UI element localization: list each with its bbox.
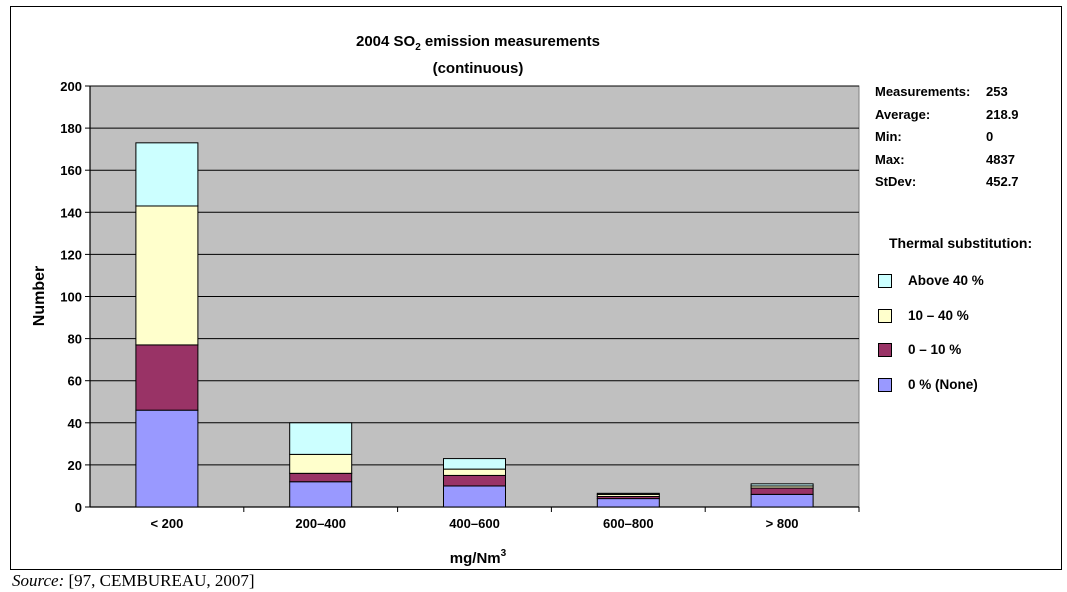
y-tick-label: 180 xyxy=(60,121,82,136)
stat-row: Min: 0 xyxy=(875,129,1045,152)
legend-item: Above 40 % xyxy=(878,273,1048,309)
bar-segment xyxy=(596,498,660,508)
legend-swatch xyxy=(878,343,892,357)
stat-row: StDev: 452.7 xyxy=(875,174,1045,197)
legend-item: 0 % (None) xyxy=(878,376,1048,413)
chart-title-line2: (continuous) xyxy=(433,60,524,77)
legend-title: Thermal substitution: xyxy=(889,235,1033,251)
legend-swatch xyxy=(878,274,892,288)
bar-segment xyxy=(750,483,814,487)
bar-segment xyxy=(289,422,353,455)
y-tick-label: 140 xyxy=(60,205,82,220)
stat-row: Measurements: 253 xyxy=(875,84,1045,107)
y-tick-label: 20 xyxy=(68,458,82,473)
stat-label: Average: xyxy=(875,106,931,122)
stat-value: 253 xyxy=(986,84,1008,99)
bar-segment xyxy=(289,453,353,474)
y-tick-label: 100 xyxy=(60,290,82,305)
stat-row: Average: 218.9 xyxy=(875,107,1045,130)
x-tick-label: < 200 xyxy=(150,516,183,531)
stat-label: Min: xyxy=(875,129,902,144)
x-axis-label: mg/Nm3 xyxy=(450,548,507,567)
stat-value: 0 xyxy=(986,129,994,144)
source-label: Source: xyxy=(12,571,65,590)
bar-segment xyxy=(750,487,814,495)
bar-segment xyxy=(289,481,353,508)
bar-segment xyxy=(443,474,506,487)
bar-segment xyxy=(135,409,199,508)
y-tick-label: 120 xyxy=(60,247,82,262)
legend-item: 10 – 40 % xyxy=(878,307,1048,344)
source-note: Source: [97, CEMBUREAU, 2007] xyxy=(12,571,255,591)
bar-segment xyxy=(289,472,353,483)
legend-item: 0 – 10 % xyxy=(878,342,1048,378)
y-tick-label: 80 xyxy=(68,332,82,347)
x-tick-label: 200–400 xyxy=(295,516,346,531)
chart-frame xyxy=(10,6,1062,570)
x-tick-label: > 800 xyxy=(766,516,799,531)
stat-value: 4837 xyxy=(986,151,1015,167)
bar-segment xyxy=(135,344,199,411)
legend-label: 10 – 40 % xyxy=(908,307,969,323)
bar-segment xyxy=(135,142,199,207)
x-tick-label: 400–600 xyxy=(449,516,500,531)
legend-swatch xyxy=(878,308,892,323)
bar-segment xyxy=(596,492,660,495)
y-axis-label: Number xyxy=(31,266,48,326)
y-tick-label: 160 xyxy=(60,163,82,178)
y-tick-label: 200 xyxy=(60,79,82,94)
stat-label: Max: xyxy=(875,151,905,167)
stat-value: 218.9 xyxy=(986,106,1019,122)
stat-label: StDev: xyxy=(875,174,917,189)
legend: Above 40 % 10 – 40 % 0 – 10 % 0 % (None) xyxy=(878,273,1048,413)
bar-segment xyxy=(135,205,199,346)
legend-label: 0 % (None) xyxy=(908,376,978,392)
source-text: [97, CEMBUREAU, 2007] xyxy=(64,571,255,590)
legend-label: Above 40 % xyxy=(908,273,984,288)
bar-segment xyxy=(443,468,506,476)
stats-panel: Measurements: 253 Average: 218.9 Min: 0 Max: 48… xyxy=(875,84,1045,197)
bar-segment xyxy=(443,458,506,470)
y-tick-label: 60 xyxy=(68,374,82,389)
stat-value: 452.7 xyxy=(986,174,1019,189)
y-tick-label: 40 xyxy=(68,416,82,431)
y-tick-label: 0 xyxy=(75,500,82,515)
bar-segment xyxy=(750,493,814,508)
x-tick-label: 600–800 xyxy=(603,516,654,531)
legend-label: 0 – 10 % xyxy=(908,342,962,357)
legend-swatch xyxy=(878,377,892,392)
bar-segment xyxy=(443,485,506,508)
stat-label: Measurements: xyxy=(875,84,971,99)
chart-title-line1: 2004 SO2 emission measurements xyxy=(356,33,600,53)
stat-row: Max: 4837 xyxy=(875,152,1045,175)
